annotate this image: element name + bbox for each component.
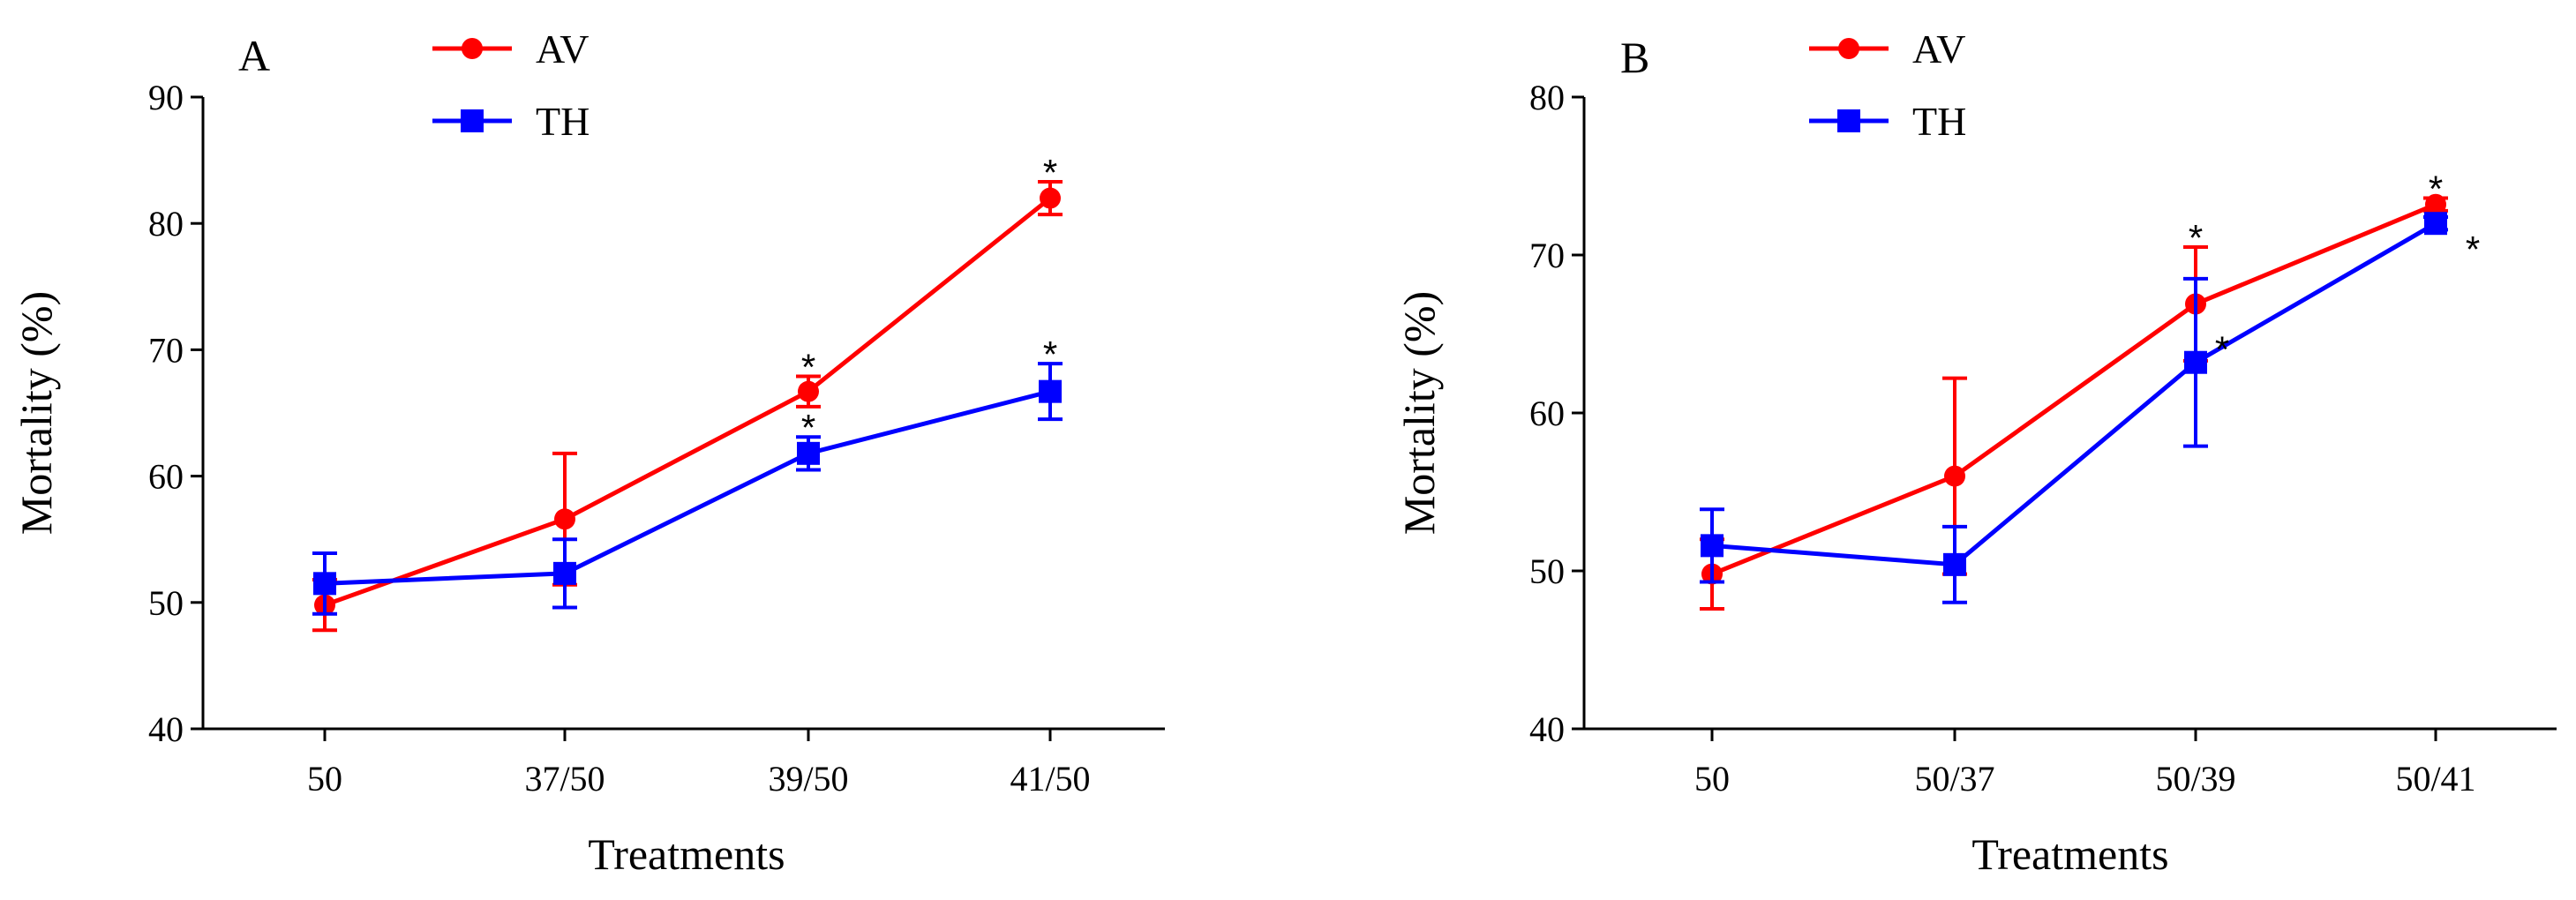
y-tick-label: 60 — [148, 457, 184, 497]
significance-star: * — [2189, 217, 2203, 259]
x-tick-label: 50/39 — [2155, 759, 2235, 799]
y-tick-label: 70 — [1529, 236, 1565, 275]
significance-star: * — [2215, 329, 2229, 371]
data-point-th — [1039, 379, 1062, 403]
data-point-av — [2425, 193, 2446, 215]
legend-marker — [1838, 38, 1859, 59]
panel-a: A Mortality (%) Treatments 40 50 60 70 80 90 5… — [11, 26, 1165, 879]
legend-label: TH — [1912, 99, 1966, 144]
x-tick-label: 39/50 — [768, 759, 848, 799]
data-point-th — [2424, 212, 2447, 236]
legend-marker — [1837, 109, 1860, 132]
y-tick-label: 40 — [148, 709, 184, 749]
y-axis-title: Mortality (%) — [11, 291, 61, 535]
panel-letter: A — [238, 31, 270, 80]
data-point-av — [798, 380, 819, 402]
series-line-av — [324, 196, 1052, 608]
data-point-th — [1943, 552, 1966, 576]
y-tick-label: 90 — [148, 78, 184, 117]
panel-b: B Mortality (%) Treatments 40 50 60 70 80 50 5… — [1394, 26, 2557, 879]
data-point-th — [313, 572, 336, 596]
y-tick-label: 70 — [148, 330, 184, 370]
y-tick-label: 80 — [1529, 78, 1565, 117]
legend-label: TH — [536, 99, 590, 144]
x-tick-label: 41/50 — [1010, 759, 1090, 799]
significance-star: * — [801, 407, 815, 448]
data-point-av — [1040, 187, 1061, 209]
y-tick-label: 60 — [1529, 394, 1565, 433]
data-point-th — [553, 561, 576, 585]
y-axis-title: Mortality (%) — [1394, 291, 1444, 535]
data-point-th — [797, 441, 820, 465]
x-axis-title: Treatments — [1971, 829, 2168, 879]
series-line-av — [1711, 202, 2437, 576]
significance-star: * — [2466, 229, 2480, 270]
data-point-th — [1701, 534, 1724, 558]
series-line-th — [324, 389, 1051, 586]
y-tick-label: 50 — [1529, 551, 1565, 591]
y-tick-label: 50 — [148, 583, 184, 623]
data-point-th — [2184, 350, 2207, 374]
legend-marker — [462, 38, 483, 59]
x-tick-label: 50/41 — [2395, 759, 2475, 799]
significance-star: * — [1043, 152, 1057, 193]
legend-label: AV — [1912, 26, 1966, 71]
y-tick-label: 80 — [148, 204, 184, 244]
x-tick-label: 50/37 — [1914, 759, 1994, 799]
x-tick-label: 37/50 — [524, 759, 605, 799]
x-tick-label: 50 — [1694, 759, 1730, 799]
x-axis-title: Treatments — [588, 829, 785, 879]
data-point-av — [554, 508, 575, 530]
y-tick-label: 40 — [1529, 709, 1565, 749]
x-tick-label: 50 — [307, 759, 342, 799]
legend-marker — [461, 109, 484, 132]
series-line-th — [1711, 221, 2437, 567]
data-point-av — [1944, 465, 1965, 487]
significance-star: * — [801, 346, 815, 387]
legend-label: AV — [536, 26, 590, 71]
panel-letter: B — [1620, 33, 1649, 82]
significance-star: * — [1043, 334, 1057, 375]
significance-star: * — [2429, 169, 2443, 210]
